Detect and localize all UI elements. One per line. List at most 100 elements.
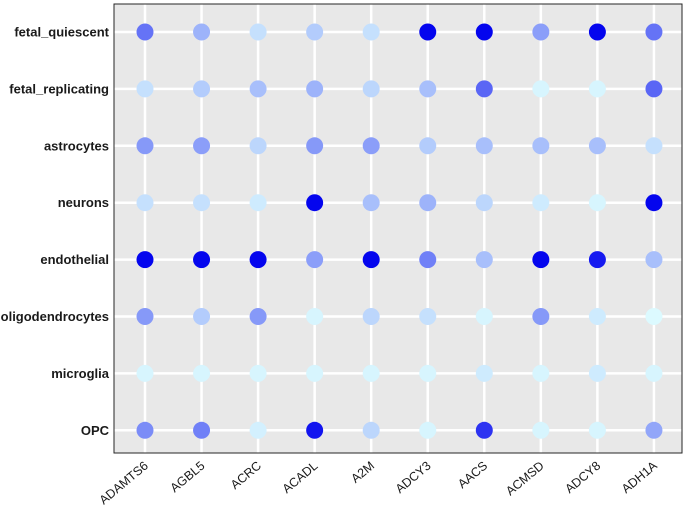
dot-astrocytes-ACRC: [249, 137, 267, 155]
column-label-ACADL: ACADL: [280, 459, 321, 497]
dot-fetal_replicating-ADCY8: [588, 80, 606, 98]
dot-microglia-ADCY8: [588, 364, 606, 382]
dot-fetal_replicating-ACMSD: [532, 80, 550, 98]
dot-OPC-ACRC: [249, 421, 267, 439]
dot-oligodendrocytes-AGBL5: [193, 308, 211, 325]
dot-microglia-ACADL: [306, 364, 324, 382]
row-label-OPC: OPC: [81, 423, 110, 438]
dot-microglia-ADH1A: [645, 364, 663, 382]
dot-OPC-A2M: [362, 421, 380, 439]
dot-endothelial-A2M: [362, 251, 380, 269]
dot-endothelial-ADCY8: [588, 251, 606, 269]
dot-neurons-AACS: [475, 194, 493, 212]
dot-fetal_quiescent-AACS: [475, 23, 493, 41]
dot-oligodendrocytes-ADH1A: [645, 308, 663, 325]
dot-endothelial-ADCY3: [419, 251, 437, 269]
dot-astrocytes-ACADL: [306, 137, 324, 155]
dot-fetal_replicating-ADCY3: [419, 80, 437, 98]
row-label-astrocytes: astrocytes: [44, 138, 109, 153]
dot-OPC-ADCY3: [419, 421, 437, 439]
dot-fetal_quiescent-ADAMTS6: [136, 23, 154, 41]
dot-astrocytes-ACMSD: [532, 137, 550, 155]
column-label-AACS: AACS: [455, 459, 490, 492]
row-label-fetal_replicating: fetal_replicating: [9, 81, 109, 96]
dot-neurons-AGBL5: [193, 194, 211, 212]
dot-fetal_replicating-AGBL5: [193, 80, 211, 98]
dot-neurons-A2M: [362, 194, 380, 212]
row-label-fetal_quiescent: fetal_quiescent: [14, 25, 109, 40]
dot-astrocytes-ADCY3: [419, 137, 437, 155]
column-label-ADH1A: ADH1A: [619, 458, 660, 496]
column-label-AGBL5: AGBL5: [168, 459, 208, 496]
dot-astrocytes-AACS: [475, 137, 493, 155]
dot-microglia-ADCY3: [419, 364, 437, 382]
dot-oligodendrocytes-ADCY8: [588, 308, 606, 325]
dot-fetal_replicating-A2M: [362, 80, 380, 98]
dot-neurons-ACRC: [249, 194, 267, 212]
column-label-ACRC: ACRC: [228, 459, 264, 492]
dot-fetal_replicating-ACADL: [306, 80, 324, 98]
dot-neurons-ADCY8: [588, 194, 606, 212]
dot-fetal_quiescent-A2M: [362, 23, 380, 41]
dot-oligodendrocytes-ADAMTS6: [136, 308, 154, 325]
dot-OPC-ACADL: [306, 421, 324, 439]
dot-OPC-AGBL5: [193, 421, 211, 439]
dot-oligodendrocytes-AACS: [475, 308, 493, 325]
dot-astrocytes-A2M: [362, 137, 380, 155]
dot-OPC-ADAMTS6: [136, 421, 154, 439]
dot-fetal_replicating-ACRC: [249, 80, 267, 98]
dot-endothelial-ADH1A: [645, 251, 663, 269]
dot-oligodendrocytes-ADCY3: [419, 308, 437, 325]
column-label-ACMSD: ACMSD: [503, 459, 547, 499]
dot-oligodendrocytes-ACADL: [306, 308, 324, 325]
plot-background: [114, 4, 682, 453]
dot-endothelial-ACADL: [306, 251, 324, 269]
dot-astrocytes-AGBL5: [193, 137, 211, 155]
dot-endothelial-AACS: [475, 251, 493, 269]
column-labels: ADAMTS6 AGBL5 ACRC ACADL A2M ADCY3 AACS ACMSD AD…: [97, 458, 661, 507]
dot-fetal_quiescent-ACRC: [249, 23, 267, 41]
dot-neurons-ACMSD: [532, 194, 550, 212]
dot-oligodendrocytes-ACRC: [249, 308, 267, 325]
dot-fetal_replicating-AACS: [475, 80, 493, 98]
dot-OPC-ACMSD: [532, 421, 550, 439]
dot-microglia-ACMSD: [532, 364, 550, 382]
dot-fetal_replicating-ADAMTS6: [136, 80, 154, 98]
dot-fetal_quiescent-ADCY3: [419, 23, 437, 41]
row-label-endothelial: endothelial: [40, 252, 109, 267]
column-label-A2M: A2M: [348, 459, 377, 486]
dot-neurons-ADCY3: [419, 194, 437, 212]
dot-microglia-ACRC: [249, 364, 267, 382]
dot-fetal_quiescent-ADH1A: [645, 23, 663, 41]
dot-microglia-AACS: [475, 364, 493, 382]
dot-fetal_quiescent-ACMSD: [532, 23, 550, 41]
dot-oligodendrocytes-ACMSD: [532, 308, 550, 325]
dot-astrocytes-ADH1A: [645, 137, 663, 155]
row-label-oligodendrocytes: oligodendrocytes: [1, 309, 109, 324]
dot-neurons-ADAMTS6: [136, 194, 154, 212]
dot-fetal_quiescent-ACADL: [306, 23, 324, 41]
dot-OPC-AACS: [475, 421, 493, 439]
dot-oligodendrocytes-A2M: [362, 308, 380, 325]
row-labels: fetal_quiescent fetal_replicating astrocyt…: [1, 25, 110, 438]
dot-microglia-A2M: [362, 364, 380, 382]
dot-fetal_quiescent-ADCY8: [588, 23, 606, 41]
dot-endothelial-ACRC: [249, 251, 267, 269]
dot-endothelial-ADAMTS6: [136, 251, 154, 269]
dot-astrocytes-ADCY8: [588, 137, 606, 155]
dot-fetal_quiescent-AGBL5: [193, 23, 211, 41]
plot-frame: [113, 3, 683, 454]
dot-neurons-ADH1A: [645, 194, 663, 212]
dot-layer: [136, 23, 663, 439]
dot-astrocytes-ADAMTS6: [136, 137, 154, 155]
dot-microglia-AGBL5: [193, 364, 211, 382]
row-label-neurons: neurons: [58, 195, 109, 210]
row-label-microglia: microglia: [51, 366, 110, 381]
dot-endothelial-AGBL5: [193, 251, 211, 269]
dot-fetal_replicating-ADH1A: [645, 80, 663, 98]
dot-endothelial-ACMSD: [532, 251, 550, 269]
dot-microglia-ADAMTS6: [136, 364, 154, 382]
column-label-ADCY3: ADCY3: [393, 459, 434, 497]
